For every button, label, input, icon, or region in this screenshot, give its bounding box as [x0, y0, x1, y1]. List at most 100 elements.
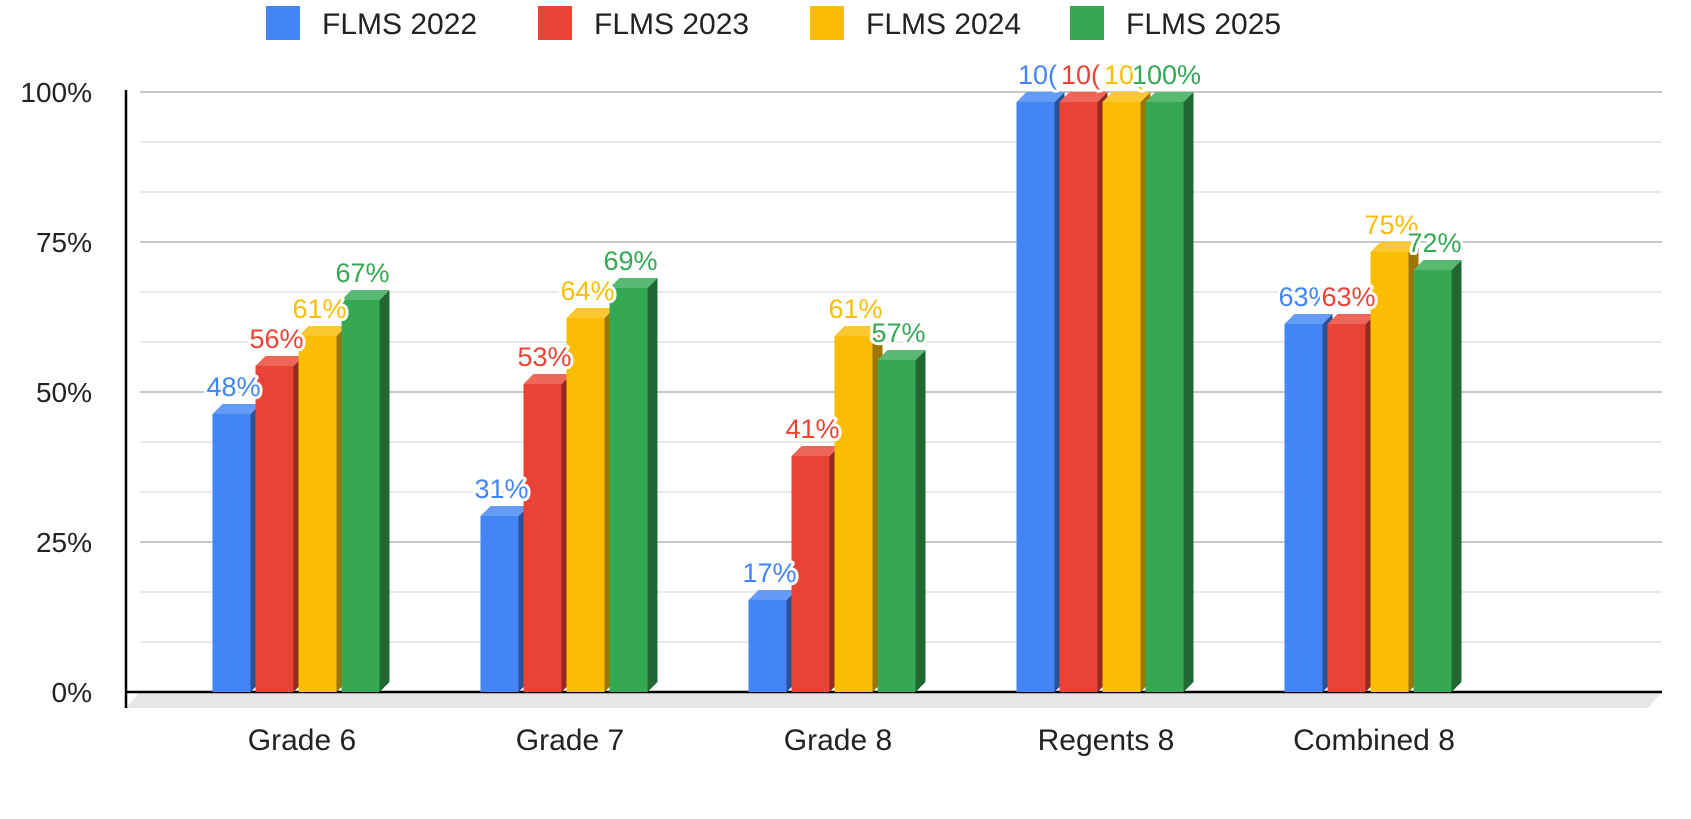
- bar: [1413, 260, 1462, 692]
- data-label: 48%: [206, 372, 260, 402]
- bar-top: [1327, 314, 1376, 324]
- bar: [1102, 92, 1151, 692]
- bar: [1016, 92, 1065, 692]
- bar-front: [212, 414, 251, 692]
- bar-top: [566, 308, 615, 318]
- bar: [298, 326, 347, 692]
- data-label: 31%: [474, 474, 528, 504]
- category-label: Combined 8: [1293, 724, 1455, 757]
- bar-top: [212, 404, 261, 414]
- chart-floor: [126, 692, 1662, 708]
- bar-front: [523, 384, 562, 692]
- bar-top: [1370, 242, 1419, 252]
- bar: [1145, 92, 1194, 692]
- legend-item[interactable]: FLMS 2023: [538, 6, 749, 41]
- legend-swatch: [1070, 6, 1104, 40]
- bar-top: [834, 326, 883, 336]
- bar-front: [1284, 324, 1323, 692]
- bar-top: [1413, 260, 1462, 270]
- category-label: Regents 8: [1038, 724, 1175, 757]
- data-label: 10(: [1104, 60, 1143, 90]
- bar-top: [1059, 92, 1108, 102]
- data-label: 100%: [1132, 60, 1201, 90]
- y-tick-label: 50%: [36, 377, 92, 408]
- bar-front: [1370, 252, 1409, 692]
- bar: [1370, 242, 1419, 692]
- bar-top: [1016, 92, 1065, 102]
- bar-side: [915, 350, 926, 692]
- data-label: 69%: [603, 246, 657, 276]
- data-label: 61%: [292, 294, 346, 324]
- data-label: 72%: [1407, 228, 1461, 258]
- bar-side: [379, 290, 390, 692]
- bar-front: [1145, 102, 1184, 692]
- bar: [480, 506, 529, 692]
- legend-item[interactable]: FLMS 2025: [1070, 6, 1281, 41]
- bar: [1284, 314, 1333, 692]
- bar-front: [255, 366, 294, 692]
- bar-top: [748, 590, 797, 600]
- category-labels: Grade 6 Grade 7 Grade 8 Regents 8 Combined 8: [248, 724, 1455, 757]
- legend-label: FLMS 2022: [322, 8, 477, 41]
- bar-front: [834, 336, 873, 692]
- data-label: 61%: [828, 294, 882, 324]
- data-label: 75%: [1364, 210, 1418, 240]
- bar-front: [748, 600, 787, 692]
- bar-front: [791, 456, 830, 692]
- category-label: Grade 7: [516, 724, 624, 757]
- bar-front: [1059, 102, 1098, 692]
- bar: [748, 590, 797, 692]
- bar-top: [877, 350, 926, 360]
- bar: [1327, 314, 1376, 692]
- bar-top: [523, 374, 572, 384]
- legend-item[interactable]: FLMS 2024: [810, 6, 1021, 41]
- bar-top: [255, 356, 304, 366]
- category-label: Grade 8: [784, 724, 892, 757]
- y-tick-label: 0%: [52, 677, 92, 708]
- data-label: 57%: [871, 318, 925, 348]
- floor-plane: [126, 692, 1662, 708]
- bar-front: [1016, 102, 1055, 692]
- bar-front: [609, 288, 648, 692]
- y-tick-label: 25%: [36, 527, 92, 558]
- bar-front: [298, 336, 337, 692]
- bar-top: [791, 446, 840, 456]
- bar-top: [609, 278, 658, 288]
- data-label: 64%: [560, 276, 614, 306]
- data-label: 17%: [742, 558, 796, 588]
- bar: [877, 350, 926, 692]
- data-label: 10(: [1061, 60, 1100, 90]
- category-label: Grade 6: [248, 724, 356, 757]
- data-label: 53%: [517, 342, 571, 372]
- bar-side: [647, 278, 658, 692]
- data-labels: 48%56%61%67%31%53%64%69%17%41%61%57%10(1…: [203, 57, 1464, 591]
- bar-side: [1451, 260, 1462, 692]
- legend-item[interactable]: FLMS 2022: [266, 6, 477, 41]
- legend-swatch: [538, 6, 572, 40]
- bar-top: [480, 506, 529, 516]
- legend-label: FLMS 2023: [594, 8, 749, 41]
- y-axis-ticks: 0% 25% 50% 75% 100%: [20, 77, 92, 708]
- bar: [1059, 92, 1108, 692]
- bar-front: [1327, 324, 1366, 692]
- bar-front: [1413, 270, 1452, 692]
- bar-front: [1102, 102, 1141, 692]
- bar: [566, 308, 615, 692]
- bar: [834, 326, 883, 692]
- y-tick-label: 75%: [36, 227, 92, 258]
- bar-side: [1183, 92, 1194, 692]
- legend-label: FLMS 2024: [866, 8, 1021, 41]
- bars: [212, 92, 1462, 692]
- bar-front: [877, 360, 916, 692]
- bar: [255, 356, 304, 692]
- data-label: 41%: [785, 414, 839, 444]
- bar-top: [341, 290, 390, 300]
- bar-front: [341, 300, 380, 692]
- legend[interactable]: FLMS 2022 FLMS 2023 FLMS 2024 FLMS 2025: [266, 6, 1281, 41]
- data-label: 56%: [249, 324, 303, 354]
- bar: [341, 290, 390, 692]
- legend-swatch: [810, 6, 844, 40]
- bar-top: [1102, 92, 1151, 102]
- legend-label: FLMS 2025: [1126, 8, 1281, 41]
